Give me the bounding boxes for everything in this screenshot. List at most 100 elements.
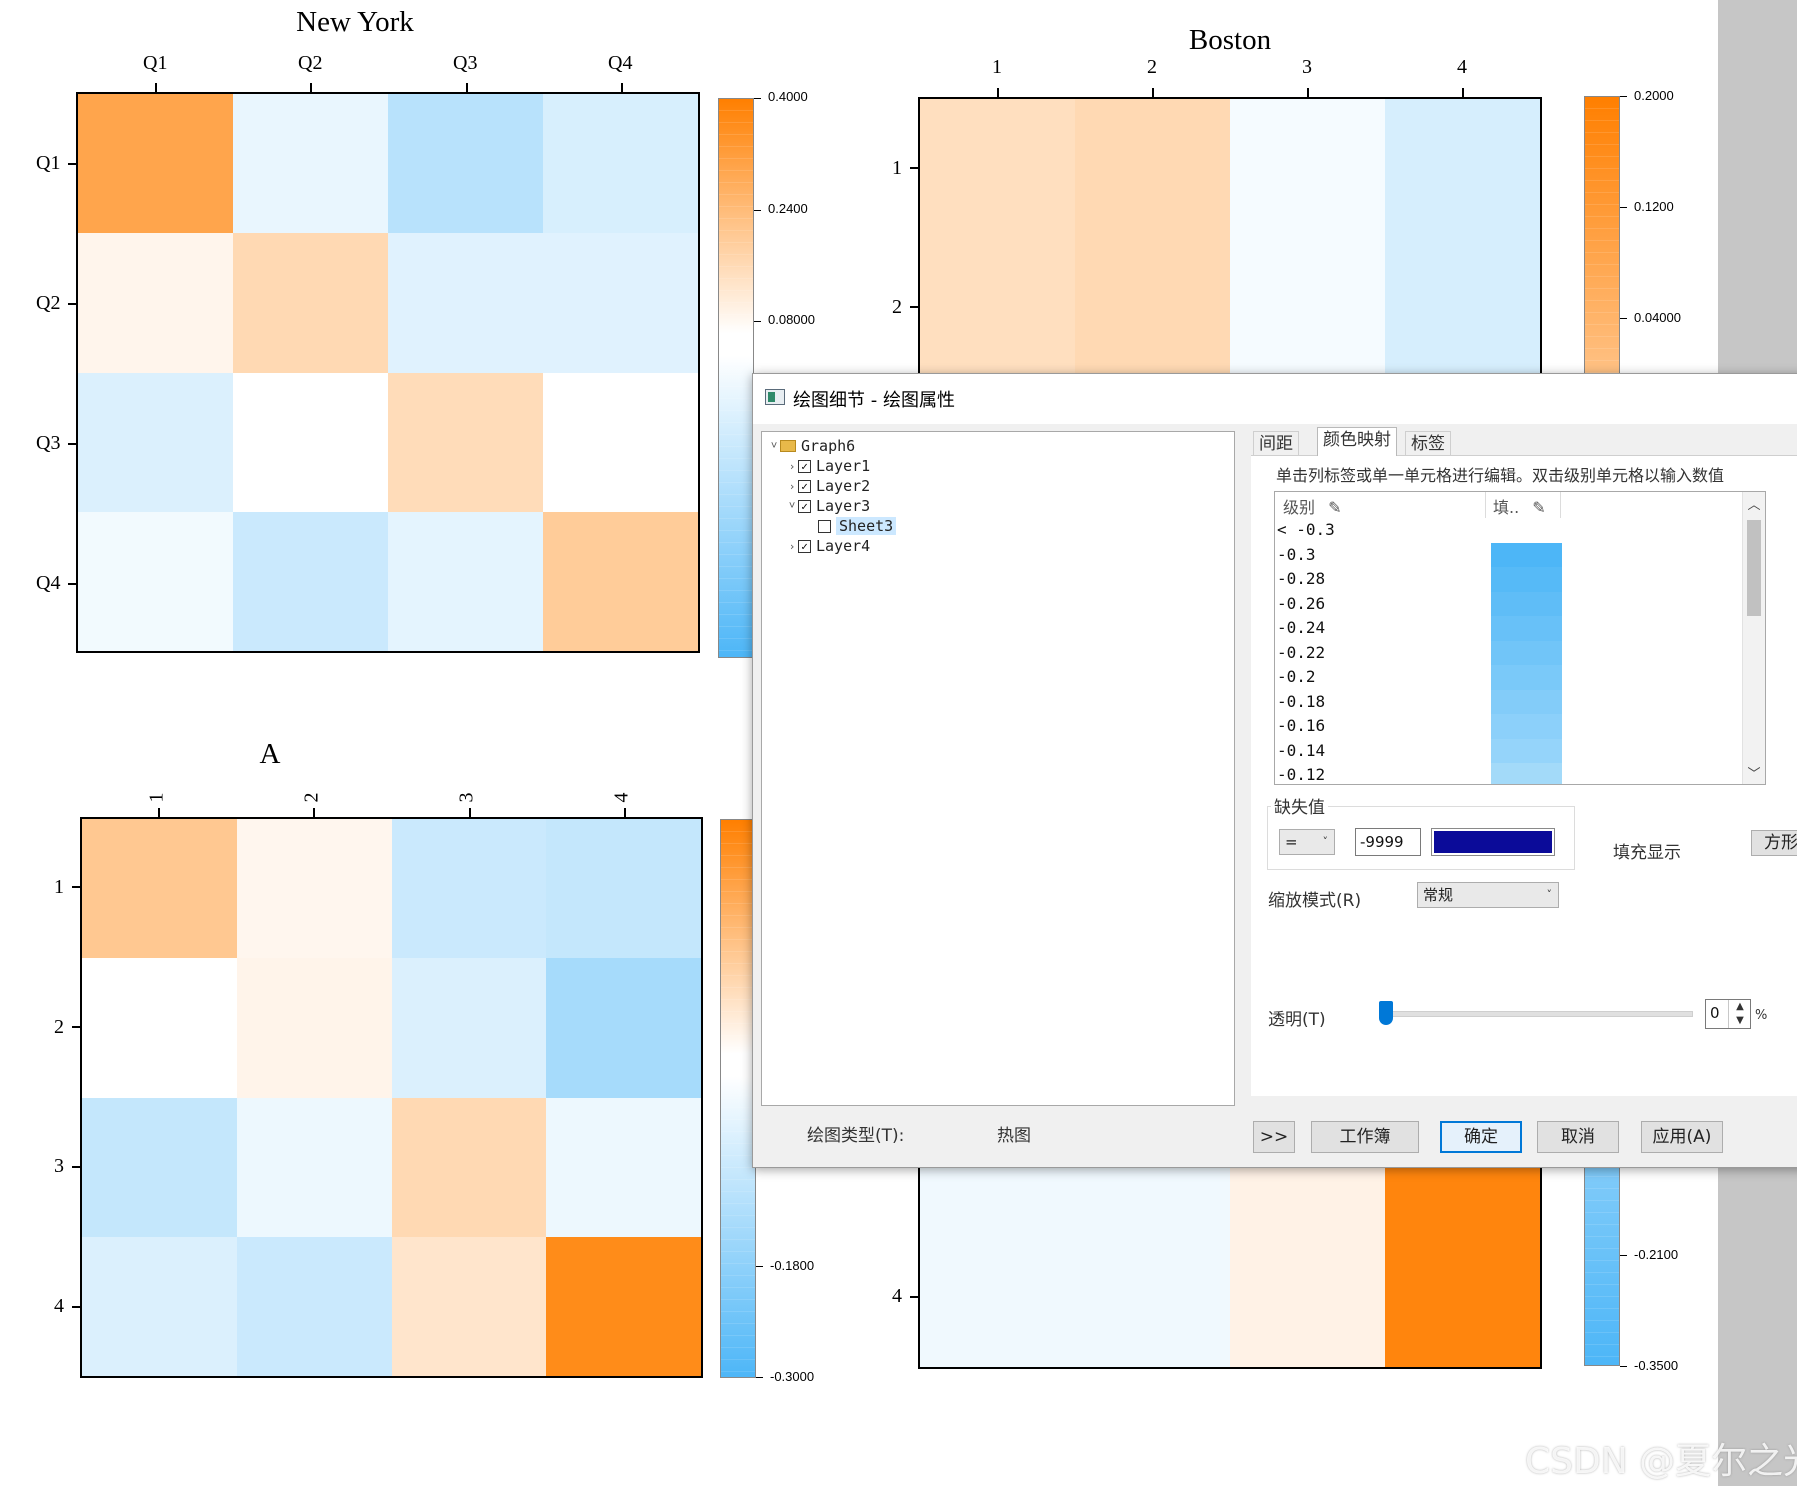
missing-color-swatch[interactable] bbox=[1431, 828, 1555, 856]
tree-item-sheet3[interactable]: Sheet3 bbox=[818, 516, 897, 536]
level-header[interactable]: 级别 ✎ bbox=[1283, 494, 1342, 518]
level-row-value[interactable]: -0.22 bbox=[1277, 642, 1326, 662]
transparency-slider-thumb[interactable] bbox=[1379, 1001, 1393, 1025]
level-fill-swatch[interactable] bbox=[1491, 738, 1562, 764]
heatmap-cell[interactable] bbox=[546, 1236, 701, 1376]
tab-spacing[interactable]: 间距 bbox=[1253, 431, 1299, 455]
chevron-right-icon[interactable]: › bbox=[788, 479, 796, 493]
heatmap-cell[interactable] bbox=[543, 511, 698, 651]
level-row-value[interactable]: -0.12 bbox=[1277, 765, 1326, 784]
level-row-value[interactable]: -0.16 bbox=[1277, 716, 1326, 735]
heatmap-cell[interactable] bbox=[82, 1097, 237, 1237]
heatmap-cell[interactable] bbox=[236, 819, 392, 959]
dialog-titlebar[interactable]: 绘图细节 - 绘图属性 bbox=[753, 374, 1797, 424]
heatmap-cell[interactable] bbox=[391, 958, 547, 1098]
tree-item-layer4[interactable]: › ✓ Layer4 bbox=[786, 536, 871, 556]
heatmap-cell[interactable] bbox=[543, 233, 698, 373]
chevron-right-icon[interactable]: › bbox=[788, 459, 796, 473]
scale-mode-select[interactable]: 常规 ˅ bbox=[1417, 882, 1559, 908]
heatmap-cell[interactable] bbox=[78, 372, 233, 512]
heatmap-cell[interactable] bbox=[233, 94, 388, 234]
checkbox-checked-icon[interactable]: ✓ bbox=[798, 459, 811, 473]
scroll-up-icon[interactable]: ︿ bbox=[1747, 498, 1761, 513]
checkbox-checked-icon[interactable]: ✓ bbox=[798, 499, 811, 513]
color-scale-bar[interactable] bbox=[718, 98, 754, 658]
level-fill-swatch[interactable] bbox=[1491, 616, 1562, 641]
heatmap-cell[interactable] bbox=[78, 94, 233, 234]
level-row-value[interactable]: -0.14 bbox=[1277, 740, 1326, 760]
tree-item-layer2[interactable]: › ✓ Layer2 bbox=[786, 476, 871, 496]
heatmap-cell[interactable] bbox=[546, 958, 701, 1098]
heatmap-cell[interactable] bbox=[233, 511, 388, 651]
level-fill-swatch[interactable] bbox=[1491, 714, 1562, 739]
tree-item-graph6[interactable]: ˅ Graph6 bbox=[768, 436, 856, 456]
level-row-value[interactable]: -0.26 bbox=[1277, 593, 1326, 613]
tree-item-layer3[interactable]: ˅ ✓ Layer3 bbox=[786, 496, 871, 516]
heatmap-cell[interactable] bbox=[543, 372, 698, 512]
level-fill-swatch[interactable] bbox=[1491, 542, 1562, 568]
level-row-value[interactable]: -0.2 bbox=[1277, 667, 1316, 686]
heatmap-cell[interactable] bbox=[1385, 99, 1540, 416]
checkbox-checked-icon[interactable]: ✓ bbox=[798, 479, 811, 493]
chevron-down-icon[interactable]: ˅ bbox=[788, 499, 796, 512]
heatmap-grid[interactable] bbox=[80, 817, 703, 1378]
heatmap-cell[interactable] bbox=[391, 1236, 547, 1376]
heatmap-cell[interactable] bbox=[920, 99, 1075, 416]
heatmap-cell[interactable] bbox=[391, 1097, 547, 1237]
apply-button[interactable]: 应用(A) bbox=[1641, 1121, 1723, 1153]
spin-down-icon[interactable]: ▼ bbox=[1736, 1015, 1744, 1026]
checkbox-checked-icon[interactable]: ✓ bbox=[798, 539, 811, 553]
level-fill-swatch[interactable] bbox=[1491, 640, 1562, 666]
level-fill-swatch[interactable] bbox=[1491, 665, 1562, 690]
layer-tree[interactable]: ˅ Graph6 › ✓ Layer1 › ✓ Layer2 ˅ ✓ Layer… bbox=[761, 431, 1235, 1106]
level-scrollbar[interactable]: ︿ ﹀ bbox=[1742, 492, 1765, 784]
heatmap-cell[interactable] bbox=[233, 372, 388, 512]
chevron-down-icon[interactable]: ˅ bbox=[770, 439, 778, 452]
tab-colormap[interactable]: 颜色映射 bbox=[1317, 427, 1397, 456]
color-scale-bar[interactable] bbox=[720, 819, 756, 1378]
transparency-spinner[interactable]: ▲ ▼ bbox=[1728, 1000, 1751, 1028]
level-row-value[interactable]: -0.3 bbox=[1277, 544, 1316, 564]
level-row-value[interactable]: -0.28 bbox=[1277, 569, 1326, 588]
cancel-button[interactable]: 取消 bbox=[1537, 1121, 1619, 1153]
heatmap-cell[interactable] bbox=[1075, 99, 1230, 416]
spin-up-icon[interactable]: ▲ bbox=[1736, 1001, 1744, 1012]
heatmap-cell[interactable] bbox=[236, 958, 392, 1098]
level-fill-swatch[interactable] bbox=[1491, 591, 1562, 617]
level-fill-swatch[interactable] bbox=[1491, 689, 1562, 715]
expand-button[interactable]: >> bbox=[1253, 1121, 1295, 1153]
chevron-right-icon[interactable]: › bbox=[788, 539, 796, 553]
level-row-value[interactable]: -0.18 bbox=[1277, 691, 1326, 711]
heatmap-cell[interactable] bbox=[388, 511, 543, 651]
heatmap-cell[interactable] bbox=[391, 819, 547, 959]
missing-operator-select[interactable]: = ˅ bbox=[1279, 829, 1335, 855]
heatmap-cell[interactable] bbox=[236, 1236, 392, 1376]
heatmap-cell[interactable] bbox=[543, 94, 698, 234]
transparency-slider[interactable] bbox=[1383, 1011, 1693, 1017]
heatmap-cell[interactable] bbox=[82, 958, 237, 1098]
heatmap-cell[interactable] bbox=[546, 819, 701, 959]
checkbox-unchecked-icon[interactable] bbox=[818, 519, 831, 533]
ok-button[interactable]: 确定 bbox=[1440, 1121, 1522, 1153]
heatmap-cell[interactable] bbox=[388, 233, 543, 373]
missing-value-input[interactable]: -9999 bbox=[1355, 828, 1421, 856]
fill-header[interactable]: 填.. ✎ bbox=[1493, 494, 1546, 518]
tab-labels[interactable]: 标签 bbox=[1405, 431, 1451, 455]
workbook-button[interactable]: 工作簿 bbox=[1311, 1121, 1419, 1153]
tree-item-layer1[interactable]: › ✓ Layer1 bbox=[786, 456, 871, 476]
scroll-down-icon[interactable]: ﹀ bbox=[1747, 767, 1761, 782]
level-fill-swatch[interactable] bbox=[1491, 763, 1562, 784]
heatmap-cell[interactable] bbox=[236, 1097, 392, 1237]
heatmap-cell[interactable] bbox=[78, 511, 233, 651]
heatmap-cell[interactable] bbox=[82, 1236, 237, 1376]
level-table[interactable]: 级别 ✎ 填.. ✎ < -0.3 -0.3 -0.28 -0.26 -0.24 -0.2… bbox=[1274, 491, 1766, 785]
heatmap-cell[interactable] bbox=[78, 233, 233, 373]
heatmap-cell[interactable] bbox=[82, 819, 237, 959]
level-row-value[interactable]: -0.24 bbox=[1277, 618, 1326, 637]
heatmap-grid[interactable] bbox=[76, 92, 700, 653]
heatmap-cell[interactable] bbox=[1230, 99, 1385, 416]
level-fill-swatch[interactable] bbox=[1491, 567, 1562, 592]
heatmap-cell[interactable] bbox=[546, 1097, 701, 1237]
scroll-thumb[interactable] bbox=[1747, 520, 1761, 616]
heatmap-cell[interactable] bbox=[233, 233, 388, 373]
